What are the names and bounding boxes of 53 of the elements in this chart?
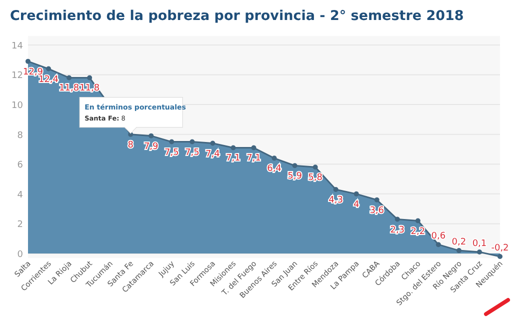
data-label: 12,4 xyxy=(38,74,59,85)
data-label: 0,1 xyxy=(472,239,487,250)
point xyxy=(476,250,482,255)
data-label: 0,2 xyxy=(452,238,466,248)
chart-title: Crecimiento de la pobreza por provincia - 2° semestre 2018 xyxy=(10,8,464,24)
data-label: 5,9 xyxy=(288,172,302,182)
data-label: 0,6 xyxy=(431,232,446,242)
data-label: 5,8 xyxy=(308,173,323,184)
y-tick-label: 6 xyxy=(17,160,24,171)
point xyxy=(415,218,420,224)
point xyxy=(210,140,216,146)
data-label: -0,2 xyxy=(491,244,509,254)
data-label: 3,6 xyxy=(370,206,384,216)
point xyxy=(312,164,318,170)
data-label: 6,4 xyxy=(267,164,282,174)
data-label: 7,9 xyxy=(144,142,159,152)
data-label: 7,1 xyxy=(226,154,240,164)
point xyxy=(190,139,195,144)
y-tick-label: 14 xyxy=(12,41,24,52)
point xyxy=(498,254,502,260)
point xyxy=(66,75,72,80)
point xyxy=(230,145,236,150)
y-tick-label: 8 xyxy=(17,130,24,141)
y-tick-label: 0 xyxy=(17,250,24,260)
data-label: 4,3 xyxy=(328,195,343,206)
point xyxy=(87,75,92,80)
point xyxy=(26,58,30,64)
point xyxy=(148,133,154,138)
data-label: 7,5 xyxy=(164,148,179,158)
point xyxy=(374,197,380,202)
y-tick-label: 4 xyxy=(17,190,24,200)
point xyxy=(251,145,256,150)
point xyxy=(354,191,359,196)
data-label: 7,1 xyxy=(246,154,261,164)
data-label: 7,5 xyxy=(185,148,200,158)
data-label: 11,8 xyxy=(59,84,80,94)
y-tick-label: 10 xyxy=(12,101,24,112)
y-tick-label: 12 xyxy=(12,71,23,82)
point xyxy=(333,186,338,192)
data-label: 2,2 xyxy=(410,226,426,237)
data-label: 4 xyxy=(353,200,360,210)
point xyxy=(436,242,441,248)
point xyxy=(394,216,400,222)
data-label: 2,3 xyxy=(390,225,405,236)
point xyxy=(169,139,174,144)
point xyxy=(46,66,52,72)
point xyxy=(456,248,462,254)
data-label: 8 xyxy=(128,140,134,150)
point xyxy=(272,156,277,161)
data-label: 7,4 xyxy=(206,149,220,160)
data-label: 11,8 xyxy=(80,84,100,94)
y-tick-label: 2 xyxy=(17,220,23,230)
point xyxy=(292,163,298,168)
